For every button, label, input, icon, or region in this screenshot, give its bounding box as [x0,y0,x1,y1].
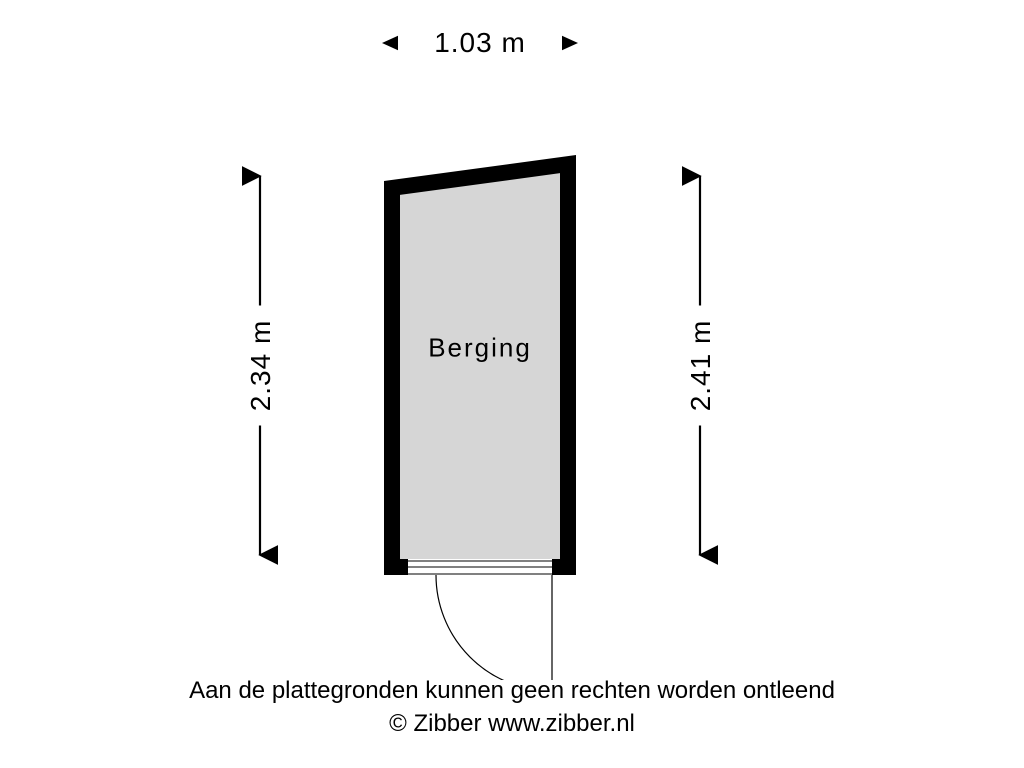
dimension-top: 1.03 m [382,27,578,58]
dimension-left: 2.34 m [245,176,276,555]
dimension-top-label: 1.03 m [434,27,526,58]
floorplan-canvas: 1.03 m 2.34 m 2.41 m Berging [0,0,1024,680]
copyright-text: © Zibber www.zibber.nl [0,708,1024,740]
dimension-right-label: 2.41 m [685,320,716,412]
dimension-right: 2.41 m [685,176,716,555]
disclaimer-text: Aan de plattegronden kunnen geen rechten… [0,675,1024,707]
room-interior [400,173,560,559]
footer: Aan de plattegronden kunnen geen rechten… [0,675,1024,740]
dimension-left-label: 2.34 m [245,320,276,412]
door-swing [436,575,552,680]
room-label: Berging [428,333,532,363]
